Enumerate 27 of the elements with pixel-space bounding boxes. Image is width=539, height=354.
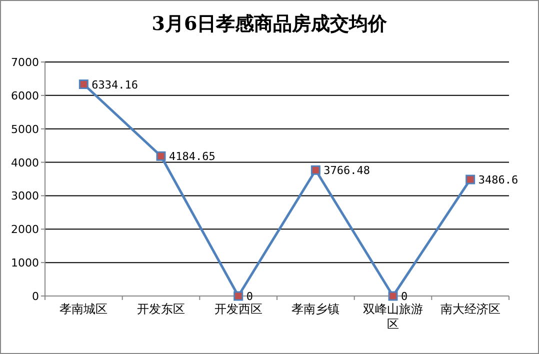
x-tick-label: 孝南城区	[60, 302, 108, 316]
y-tick-label: 7000	[11, 56, 39, 69]
y-tick-label: 5000	[11, 122, 39, 136]
x-tick-label: 开发西区	[214, 302, 262, 316]
chart-title: 3月6日孝感商品房成交均价	[152, 13, 388, 35]
point	[388, 291, 398, 301]
y-tick-label: 3000	[11, 190, 39, 203]
data-label: 6334.16	[92, 78, 138, 92]
point	[156, 151, 166, 161]
point	[310, 165, 320, 175]
y-tick-label: 4000	[11, 156, 39, 170]
data-label: 0	[401, 290, 408, 303]
data-label: 3766.48	[324, 164, 370, 178]
data-label: 0	[246, 290, 253, 303]
point	[78, 80, 88, 90]
data-label: 3486.6	[478, 173, 518, 186]
y-tick-label: 2000	[11, 223, 39, 236]
x-tick-label: 双峰山旅游区	[363, 302, 423, 331]
y-tick-label: 1000	[11, 256, 39, 270]
x-tick-label: 南大经济区	[440, 302, 500, 316]
data-label: 4184.65	[169, 150, 216, 164]
x-tick-label: 开发东区	[137, 302, 185, 316]
point	[234, 291, 244, 301]
point	[466, 174, 476, 184]
x-tick-label: 孝南乡镇	[292, 302, 340, 316]
y-tick-label: 0	[32, 290, 39, 303]
y-tick-label: 6000	[11, 89, 39, 102]
